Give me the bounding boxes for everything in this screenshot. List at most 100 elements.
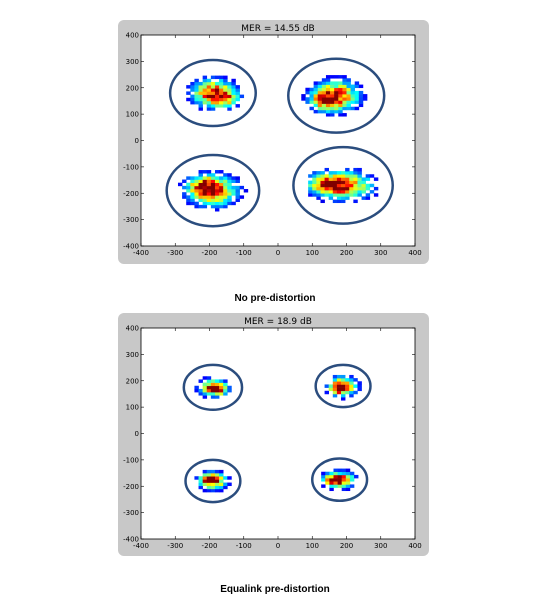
density-cell — [227, 385, 232, 390]
density-cell — [235, 104, 240, 108]
density-cell — [223, 75, 228, 80]
density-cell — [219, 85, 224, 89]
density-cell — [235, 85, 240, 89]
density-cell — [210, 488, 216, 493]
density-cell — [345, 196, 350, 200]
density-cell — [373, 177, 379, 181]
density-cell — [235, 185, 240, 190]
density-cell — [206, 201, 212, 206]
density-cell — [206, 392, 212, 396]
density-cell — [219, 195, 224, 199]
density-cell — [321, 103, 327, 108]
density-cell — [312, 186, 317, 191]
density-cell — [210, 198, 216, 202]
density-cell — [353, 384, 358, 388]
density-cell — [357, 193, 362, 197]
density-cell — [206, 185, 212, 190]
density-cell — [312, 193, 317, 197]
density-cell — [349, 177, 354, 181]
density-cell — [198, 100, 203, 105]
density-cell — [243, 189, 249, 193]
density-cell — [320, 177, 325, 181]
density-cell — [324, 190, 329, 194]
density-cell — [219, 198, 224, 202]
density-cell — [336, 381, 342, 385]
density-cell — [223, 179, 228, 183]
density-cell — [214, 189, 220, 193]
density-cell — [301, 97, 306, 101]
density-cell — [239, 185, 245, 190]
density-cell — [308, 186, 313, 191]
density-cell — [223, 91, 228, 95]
density-cell — [227, 173, 232, 177]
density-cell — [219, 479, 224, 483]
density-cell — [328, 196, 334, 200]
density-cell — [342, 87, 347, 92]
density-cell — [338, 84, 343, 89]
density-cell — [308, 190, 313, 194]
density-cell — [350, 100, 356, 104]
density-cell — [334, 81, 339, 85]
density-cell — [223, 182, 228, 187]
density-cell — [190, 179, 195, 183]
density-cell — [202, 91, 208, 95]
density-cell — [349, 180, 354, 185]
density-cell — [227, 482, 232, 487]
density-cell — [227, 192, 232, 196]
density-cell — [202, 392, 208, 396]
density-cell — [324, 384, 329, 388]
density-cell — [321, 84, 327, 89]
density-cell — [362, 94, 368, 98]
density-cell — [227, 107, 232, 111]
x-tick-label: 100 — [306, 542, 319, 550]
density-cell — [210, 388, 216, 393]
density-cell — [210, 195, 216, 199]
density-cell — [202, 97, 208, 102]
density-cell — [305, 97, 310, 101]
density-cell — [336, 384, 342, 388]
density-cell — [231, 91, 236, 95]
density-cell — [334, 97, 339, 101]
density-cell — [198, 476, 203, 480]
density-cell — [214, 379, 220, 383]
density-cell — [345, 190, 350, 194]
chart-panel-no-predistortion: MER = 14.55 dB -400 -300 -200 -100 0 100 200 300… — [118, 20, 429, 264]
y-tick-label: -300 — [123, 509, 139, 517]
density-cell — [202, 88, 208, 92]
density-cell — [336, 186, 342, 191]
density-cell — [332, 186, 338, 191]
density-cell — [329, 478, 334, 482]
density-cell — [210, 100, 216, 105]
density-cell — [223, 100, 228, 105]
density-cell — [325, 471, 330, 476]
density-cell — [345, 177, 350, 181]
density-cell — [341, 487, 347, 492]
density-cell — [219, 388, 224, 393]
density-cell — [341, 468, 347, 473]
density-cell — [341, 384, 346, 388]
density-cell — [194, 81, 199, 86]
density-cell — [186, 176, 191, 180]
density-cell — [227, 388, 232, 393]
density-cell — [332, 381, 338, 385]
density-cell — [227, 179, 232, 183]
density-cell — [198, 388, 203, 393]
density-cell — [354, 106, 360, 111]
density-cell — [214, 198, 220, 202]
density-cell — [345, 186, 350, 191]
density-cell — [353, 167, 358, 172]
density-cell — [231, 189, 236, 193]
density-cell — [219, 179, 224, 183]
density-cell — [219, 192, 224, 196]
density-cell — [365, 196, 371, 200]
density-cell — [337, 478, 342, 482]
density-cell — [316, 196, 321, 200]
density-cell — [341, 186, 346, 191]
density-cell — [337, 481, 342, 485]
density-cell — [194, 189, 199, 193]
density-cell — [210, 176, 216, 180]
density-cell — [361, 190, 366, 194]
density-cell — [357, 384, 362, 388]
density-cell — [210, 97, 216, 102]
density-cell — [349, 183, 354, 188]
